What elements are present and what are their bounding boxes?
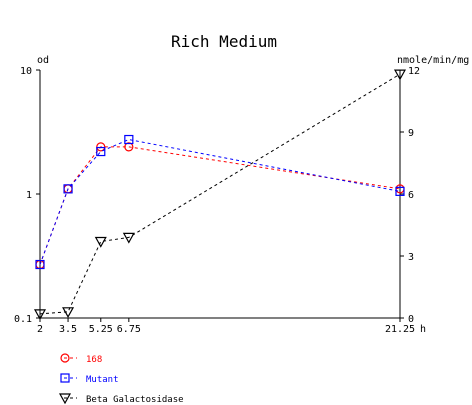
data-point xyxy=(124,134,134,145)
data-point xyxy=(122,232,135,244)
chart-title: Rich Medium xyxy=(171,32,277,51)
right-axis-label: nmole/min/mg xyxy=(397,55,469,66)
series-line xyxy=(39,146,401,265)
series-2 xyxy=(33,69,407,321)
x-tick-label: 2 xyxy=(37,324,43,335)
x-tick-label: 5.25 xyxy=(89,324,113,335)
legend-label: Mutant xyxy=(86,375,119,385)
series-1 xyxy=(35,134,405,270)
right-tick-label: 12 xyxy=(408,66,420,77)
legend-marker xyxy=(60,373,70,383)
legend-label: 168 xyxy=(86,355,102,365)
legend-item: Beta Galactosidase xyxy=(58,393,184,405)
x-tick-label: 21.25 xyxy=(385,324,415,335)
axes: 2 3.5 5.25 6.75 21.25 h 0.1 1 10 0 3 6 9 12 xyxy=(14,66,426,335)
right-tick-label: 6 xyxy=(408,190,414,201)
data-point xyxy=(393,69,407,81)
data-point xyxy=(395,186,405,196)
left-tick-label: 0.1 xyxy=(14,314,32,325)
legend-item: 168 xyxy=(60,353,102,365)
data-point xyxy=(62,307,75,319)
data-point xyxy=(96,146,106,157)
left-axis-label: od xyxy=(37,55,49,66)
series-0 xyxy=(35,142,405,270)
data-point xyxy=(94,236,107,248)
right-tick-label: 3 xyxy=(408,252,414,263)
data-point xyxy=(35,259,45,270)
x-axis-unit: h xyxy=(420,324,426,335)
data-point xyxy=(63,184,73,194)
left-tick-label: 10 xyxy=(20,66,32,77)
legend-marker xyxy=(60,353,70,363)
legend: 168 Mutant Beta Galactosidase xyxy=(58,353,184,405)
x-tick-label: 3.5 xyxy=(59,324,77,335)
legend-marker xyxy=(58,393,72,405)
data-point xyxy=(33,309,47,321)
data-point xyxy=(96,142,106,152)
right-tick-label: 0 xyxy=(408,314,414,325)
data-point xyxy=(124,142,134,152)
left-tick-label: 1 xyxy=(26,190,32,201)
x-tick-label: 6.75 xyxy=(117,324,141,335)
series-line xyxy=(39,73,401,315)
legend-label: Beta Galactosidase xyxy=(86,395,184,405)
series-layer xyxy=(33,69,407,321)
series-line xyxy=(39,139,401,265)
legend-item: Mutant xyxy=(60,373,119,385)
right-tick-label: 9 xyxy=(408,128,414,139)
